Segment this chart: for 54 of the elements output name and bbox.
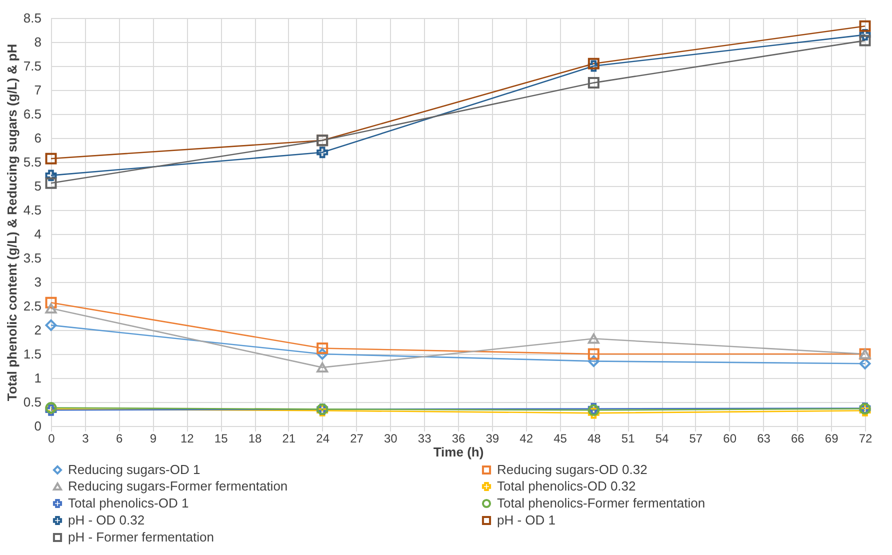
x-tick-label: 54 [655,432,669,446]
y-tick-label: 8.5 [23,10,42,26]
x-tick-label: 63 [757,432,771,446]
legend-label: Total phenolics-OD 0.32 [497,478,636,494]
x-tick-label: 21 [282,432,296,446]
y-tick-label: 2.5 [23,298,42,314]
x-tick-label: 51 [621,432,636,446]
y-tick-label: 4.5 [23,202,42,218]
y-tick-label: 6.5 [23,106,42,122]
x-tick-label: 0 [48,432,56,446]
x-tick-label: 3 [82,432,90,446]
y-tick-label: 7 [34,82,42,98]
y-tick-label: 1.5 [23,346,42,362]
legend-label: Reducing sugars-OD 0.32 [497,462,648,477]
y-tick-label: 2 [34,322,42,338]
y-tick-label: 8 [34,34,42,50]
y-tick-label: 7.5 [23,58,42,74]
y-tick-label: 0.5 [23,394,42,410]
legend-label: Total phenolics-OD 1 [68,496,189,510]
legend-label: pH - OD 0.32 [68,512,145,528]
x-tick-label: 69 [824,432,839,446]
x-tick-label: 45 [554,432,568,446]
x-tick-label: 48 [587,432,602,446]
x-tick-label: 66 [790,432,805,446]
x-tick-label: 27 [350,432,364,446]
y-tick-label: 1 [34,370,42,386]
y-tick-label: 0 [34,418,42,434]
x-axis-title: Time (h) [433,444,484,460]
y-tick-label: 5.5 [23,154,42,170]
y-tick-label: 4 [34,226,42,242]
legend-label: Reducing sugars-OD 1 [68,462,200,477]
x-tick-label: 42 [520,432,534,446]
x-tick-label: 57 [689,432,703,446]
y-axis-title: Total phenolic content (g/L) & Reducing sugars (g/L) & pH [4,44,20,402]
x-tick-label: 24 [316,432,330,446]
x-tick-label: 39 [486,432,500,446]
legend-label: Total phenolics-Former fermentation [497,496,706,510]
x-tick-label: 72 [858,432,872,446]
legend-label: pH - Former fermentation [68,530,214,544]
x-tick-label: 12 [180,432,194,446]
y-tick-label: 3 [34,274,42,290]
x-tick-label: 15 [214,432,228,446]
x-tick-label: 9 [150,432,157,446]
x-tick-label: 30 [384,432,398,446]
legend-label: Reducing sugars-Former fermentation [68,478,288,494]
x-tick-label: 36 [452,432,466,446]
x-tick-label: 33 [418,432,432,446]
y-tick-label: 3.5 [23,250,42,266]
legend-label: pH - OD 1 [497,512,556,528]
x-tick-label: 18 [248,432,262,446]
y-tick-label: 5 [34,178,42,194]
x-tick-label: 6 [116,432,123,446]
y-tick-label: 6 [34,130,42,146]
x-tick-label: 60 [723,432,737,446]
